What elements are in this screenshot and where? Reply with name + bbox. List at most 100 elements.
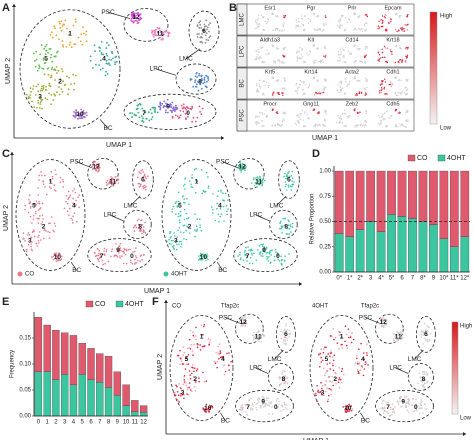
cell-dot bbox=[405, 120, 407, 123]
cell-dot bbox=[389, 415, 391, 417]
cell-dot bbox=[118, 252, 120, 254]
region-label: LMC bbox=[270, 202, 284, 209]
cell-dot bbox=[34, 65, 37, 68]
cell-dot bbox=[344, 340, 346, 343]
cell-dot bbox=[348, 18, 350, 20]
cell-dot bbox=[165, 102, 167, 105]
cell-dot bbox=[399, 123, 401, 125]
bar-segment bbox=[429, 224, 438, 273]
cell-dot bbox=[264, 84, 266, 87]
cell-dot bbox=[270, 254, 273, 256]
cell-dot bbox=[308, 50, 311, 52]
cell-dot bbox=[218, 353, 221, 356]
cell-dot bbox=[181, 393, 183, 395]
cell-dot bbox=[365, 13, 367, 16]
x-tick-label: 5 bbox=[81, 420, 85, 426]
cell-dot bbox=[324, 45, 326, 47]
cell-dot bbox=[119, 255, 121, 257]
cell-dot bbox=[289, 185, 292, 187]
cell-dot bbox=[338, 26, 340, 28]
cell-dot bbox=[181, 363, 184, 365]
cell-dot bbox=[282, 112, 284, 114]
cell-dot bbox=[215, 351, 218, 354]
cell-dot bbox=[199, 20, 202, 23]
cell-dot bbox=[270, 402, 272, 404]
cell-dot bbox=[385, 126, 387, 128]
cell-dot bbox=[82, 112, 85, 115]
cell-dot bbox=[379, 322, 381, 325]
cell-dot bbox=[335, 382, 337, 385]
cell-dot bbox=[312, 45, 314, 47]
cell-dot bbox=[366, 15, 369, 18]
cell-dot bbox=[183, 379, 186, 381]
cell-dot bbox=[383, 45, 386, 47]
cell-dot bbox=[217, 352, 219, 355]
region-arrow bbox=[255, 214, 270, 222]
cell-dot bbox=[381, 48, 383, 50]
cell-dot bbox=[281, 231, 283, 234]
cell-dot bbox=[306, 113, 308, 115]
cell-dot bbox=[110, 176, 112, 178]
cell-dot bbox=[262, 397, 265, 399]
cell-dot bbox=[166, 31, 169, 34]
cell-dot bbox=[289, 332, 292, 334]
cell-dot bbox=[260, 14, 262, 16]
cell-dot bbox=[114, 180, 117, 183]
region-outline bbox=[235, 313, 264, 344]
cell-dot bbox=[284, 382, 286, 384]
cell-dot bbox=[52, 255, 55, 258]
x-tick-label: 8 bbox=[107, 420, 111, 426]
cell-dot bbox=[288, 336, 290, 338]
cell-dot bbox=[348, 336, 350, 339]
cell-dot bbox=[403, 125, 405, 127]
cell-dot bbox=[285, 329, 288, 332]
cell-dot bbox=[336, 377, 338, 379]
cell-dot bbox=[114, 56, 117, 59]
cell-dot bbox=[263, 335, 266, 337]
cell-dot bbox=[130, 13, 133, 16]
cell-dot bbox=[329, 368, 332, 370]
cell-dot bbox=[196, 83, 198, 86]
region-arrow bbox=[70, 262, 78, 271]
cell-dot bbox=[32, 218, 35, 220]
x-tick-label: 10 bbox=[123, 420, 130, 426]
cell-dot bbox=[67, 197, 70, 199]
cell-dot bbox=[259, 406, 262, 409]
cell-dot bbox=[273, 255, 276, 258]
cell-dot bbox=[397, 331, 399, 334]
cell-dot bbox=[302, 88, 304, 91]
cluster-label: 11 bbox=[157, 30, 164, 37]
region-arrow bbox=[220, 412, 226, 421]
cell-dot bbox=[405, 55, 407, 57]
cell-dot bbox=[418, 407, 421, 410]
cell-dot bbox=[89, 55, 92, 58]
cell-dot bbox=[171, 245, 174, 248]
cell-dot bbox=[260, 46, 262, 48]
cell-dot bbox=[254, 182, 257, 184]
cell-dot bbox=[384, 118, 386, 120]
cell-dot bbox=[354, 76, 356, 78]
region-label: PSC bbox=[359, 314, 373, 321]
cell-dot bbox=[117, 178, 120, 181]
cell-dot bbox=[179, 221, 181, 224]
cell-dot bbox=[114, 182, 116, 184]
cluster-label: 9 bbox=[401, 398, 405, 405]
y-tick-label: 0.05 bbox=[19, 388, 31, 394]
cell-dot bbox=[298, 116, 300, 119]
cell-dot bbox=[196, 36, 199, 38]
cell-dot bbox=[383, 87, 385, 90]
cell-dot bbox=[275, 399, 278, 402]
cell-dot bbox=[32, 229, 35, 231]
cell-dot bbox=[406, 46, 408, 49]
cell-dot bbox=[331, 375, 334, 378]
cell-dot bbox=[68, 76, 70, 79]
cell-dot bbox=[290, 189, 293, 191]
cell-dot bbox=[123, 252, 126, 254]
cluster-label: 10 bbox=[200, 254, 208, 261]
cell-dot bbox=[391, 413, 393, 416]
cell-dot bbox=[309, 51, 312, 53]
cell-dot bbox=[358, 27, 360, 30]
cell-dot bbox=[99, 166, 101, 169]
cluster-label: 6 bbox=[424, 331, 428, 338]
cell-dot bbox=[313, 109, 316, 111]
